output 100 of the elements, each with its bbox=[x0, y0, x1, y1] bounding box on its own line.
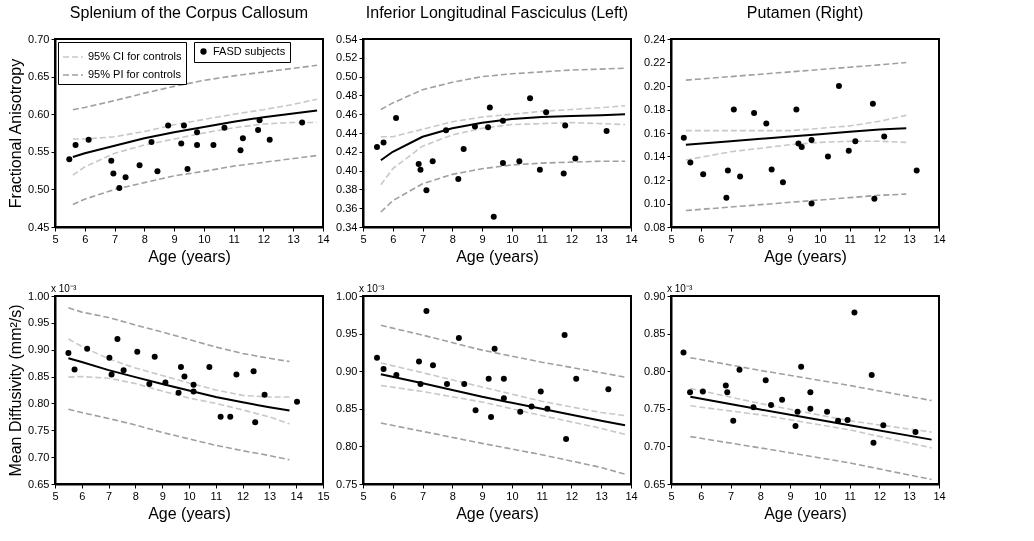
point bbox=[486, 104, 493, 111]
point bbox=[380, 139, 387, 146]
point bbox=[680, 134, 687, 141]
point bbox=[136, 162, 143, 169]
y-axis-title: Mean Diffusivity (mm²/s) bbox=[7, 304, 25, 477]
point bbox=[108, 157, 115, 164]
y-tick-label: 0.90 bbox=[28, 343, 50, 356]
point bbox=[490, 213, 497, 220]
point bbox=[217, 413, 224, 420]
chart-title: Inferior Longitudinal Fasciculus (Left) bbox=[365, 4, 629, 21]
y-tick-label: 0.85 bbox=[336, 402, 358, 415]
point bbox=[455, 335, 462, 342]
point bbox=[852, 138, 859, 145]
point bbox=[65, 349, 72, 356]
y-tick-label: 1.00 bbox=[28, 289, 50, 302]
point bbox=[605, 386, 612, 393]
x-tick-label: 14 bbox=[625, 232, 638, 245]
y-tick-label: 0.75 bbox=[336, 477, 358, 490]
y-tick-label: 0.48 bbox=[336, 88, 358, 101]
x-tick-label: 12 bbox=[873, 489, 887, 502]
y-tick-label: 0.24 bbox=[644, 32, 666, 45]
x-tick-label: 6 bbox=[82, 232, 89, 245]
line-series bbox=[380, 67, 626, 111]
y-tick-label: 0.34 bbox=[336, 220, 358, 233]
x-tick-label: 9 bbox=[787, 232, 794, 245]
line-series bbox=[72, 64, 318, 111]
point bbox=[762, 377, 769, 384]
x-tick-label: 6 bbox=[390, 232, 397, 245]
y-tick-label: 0.70 bbox=[28, 450, 50, 463]
line-series bbox=[689, 356, 933, 402]
point bbox=[194, 142, 201, 149]
point bbox=[146, 381, 153, 388]
x-tick-label: 8 bbox=[449, 232, 456, 245]
point bbox=[768, 402, 775, 409]
y-tick-label: 0.70 bbox=[644, 439, 666, 452]
point bbox=[114, 335, 121, 342]
point bbox=[227, 413, 234, 420]
y-tick-label: 0.10 bbox=[644, 197, 666, 209]
point bbox=[294, 398, 300, 405]
chart-title: Splenium of the Corpus Callosum bbox=[69, 4, 309, 21]
x-tick-label: 7 bbox=[419, 232, 427, 245]
point bbox=[912, 429, 919, 436]
point bbox=[730, 417, 737, 424]
point bbox=[491, 345, 498, 352]
point bbox=[730, 106, 737, 113]
y-tick-label: 0.65 bbox=[644, 477, 666, 490]
x-axis-title: Age (years) bbox=[148, 247, 231, 265]
x-axis-title: Age (years) bbox=[764, 504, 847, 522]
line-series bbox=[67, 408, 291, 461]
x-tick-label: 14 bbox=[625, 489, 638, 502]
y-tick-label: 0.16 bbox=[644, 126, 666, 139]
point bbox=[536, 166, 543, 173]
y-axis-title: Fractional Anisotropy bbox=[7, 58, 25, 209]
point bbox=[108, 371, 115, 378]
y-tick-label: 0.95 bbox=[28, 316, 50, 329]
point bbox=[499, 160, 506, 167]
point bbox=[880, 422, 887, 429]
point bbox=[443, 127, 450, 134]
point bbox=[374, 354, 380, 361]
point bbox=[768, 166, 775, 173]
point bbox=[543, 109, 550, 116]
y-tick-label: 0.46 bbox=[336, 107, 358, 120]
point bbox=[603, 128, 610, 135]
x-tick-label: 10 bbox=[506, 489, 519, 502]
point bbox=[237, 147, 244, 154]
x-tick-label: 10 bbox=[814, 489, 827, 502]
y-tick-label: 0.52 bbox=[336, 51, 358, 64]
x-tick-label: 8 bbox=[757, 232, 764, 245]
point bbox=[779, 179, 786, 186]
point bbox=[835, 83, 842, 89]
x-tick-label: 5 bbox=[52, 489, 59, 502]
line-series bbox=[685, 61, 908, 81]
point bbox=[750, 404, 757, 411]
x-tick-label: 11 bbox=[228, 232, 240, 245]
line-series bbox=[67, 357, 291, 412]
point bbox=[561, 332, 568, 339]
line-series bbox=[67, 307, 291, 363]
chart-title: Putamen (Right) bbox=[746, 4, 864, 21]
point bbox=[488, 414, 495, 421]
y-tick-label: 0.90 bbox=[336, 364, 358, 377]
point bbox=[210, 142, 217, 149]
x-tick-label: 5 bbox=[668, 232, 675, 245]
x-tick-label: 14 bbox=[933, 489, 946, 502]
x-tick-label: 14 bbox=[317, 232, 330, 245]
y-tick-label: 0.85 bbox=[644, 327, 666, 340]
line-series bbox=[685, 193, 908, 212]
line-series bbox=[684, 127, 908, 146]
y-tick-label: 0.22 bbox=[644, 56, 666, 68]
point bbox=[844, 417, 851, 424]
y-tick-label: 0.50 bbox=[28, 182, 50, 195]
point bbox=[870, 439, 877, 446]
x-tick-label: 6 bbox=[390, 489, 397, 502]
point bbox=[807, 389, 814, 396]
point bbox=[537, 388, 544, 395]
line-series bbox=[689, 387, 933, 433]
x-tick-label: 11 bbox=[844, 489, 856, 502]
point bbox=[415, 358, 422, 365]
y-tick-label: 0.80 bbox=[336, 439, 358, 452]
point bbox=[250, 368, 257, 375]
x-tick-label: 11 bbox=[210, 489, 223, 502]
